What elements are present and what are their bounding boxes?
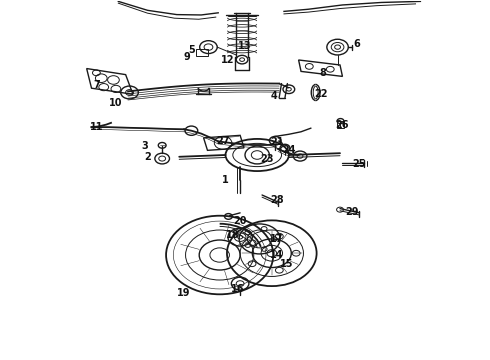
Text: 4: 4	[271, 91, 278, 101]
Text: 19: 19	[177, 288, 191, 297]
Text: 9: 9	[183, 52, 190, 62]
Text: 26: 26	[336, 120, 349, 130]
Bar	[337, 121, 344, 128]
Text: 3: 3	[142, 141, 148, 151]
Text: 16: 16	[231, 284, 245, 294]
Text: 5: 5	[188, 45, 195, 55]
Bar	[196, 49, 208, 56]
Text: 13: 13	[238, 41, 252, 51]
Text: 10: 10	[109, 98, 122, 108]
Text: 22: 22	[314, 89, 327, 99]
Text: 1: 1	[222, 175, 229, 185]
Text: 12: 12	[221, 55, 235, 65]
Text: 17: 17	[270, 234, 283, 244]
Text: 20: 20	[233, 216, 247, 226]
Text: 29: 29	[345, 207, 359, 217]
Text: 27: 27	[216, 136, 230, 146]
Text: 7: 7	[93, 80, 100, 90]
Text: 28: 28	[270, 195, 284, 204]
Text: 24: 24	[282, 145, 295, 155]
Text: 25: 25	[353, 159, 366, 169]
Text: 2: 2	[144, 152, 151, 162]
Text: 14: 14	[270, 250, 283, 260]
Text: 6: 6	[354, 39, 361, 49]
Text: 18: 18	[226, 230, 240, 240]
Text: 23: 23	[260, 154, 274, 163]
Text: 11: 11	[90, 122, 103, 132]
Text: 21: 21	[270, 138, 283, 148]
Text: 8: 8	[319, 68, 326, 78]
Text: 15: 15	[280, 259, 293, 269]
